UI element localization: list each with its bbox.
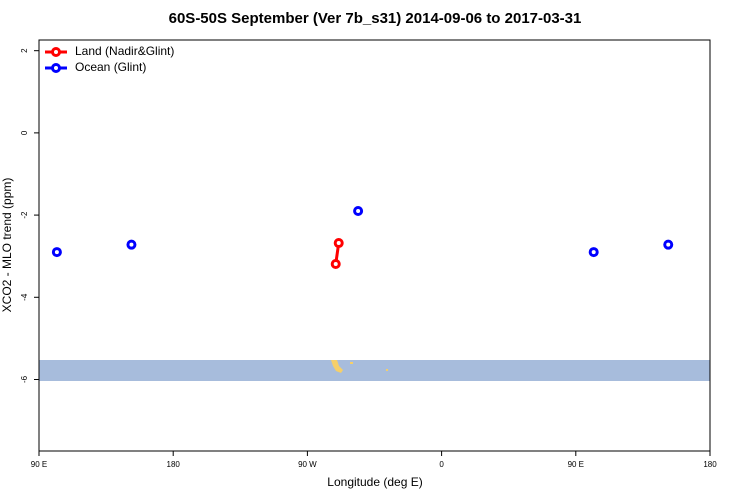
legend-label: Land (Nadir&Glint)	[75, 44, 174, 58]
data-point	[51, 247, 62, 258]
chart-title: 60S-50S September (Ver 7b_s31) 2014-09-0…	[169, 10, 582, 27]
map-strip	[39, 360, 710, 381]
x-tick-label: 90 W	[298, 460, 317, 469]
x-tick-label: 180	[703, 460, 717, 469]
data-point	[353, 205, 364, 216]
data-point	[126, 239, 137, 250]
x-tick-label: 90 E	[31, 460, 47, 469]
plot-frame	[38, 39, 711, 452]
y-axis-label: XCO2 - MLO trend (ppm)	[0, 178, 14, 313]
x-tick-label: 90 E	[568, 460, 584, 469]
x-axis-label: Longitude (deg E)	[327, 475, 422, 489]
land-shape	[350, 362, 353, 364]
y-tick-label: 2	[20, 48, 29, 53]
legend-marker	[51, 63, 61, 73]
x-tick-label: 0	[439, 460, 444, 469]
y-tick-label: -2	[20, 211, 29, 219]
data-point	[333, 238, 344, 249]
x-tick-label: 180	[167, 460, 181, 469]
land-shapes	[331, 360, 388, 373]
land-shape	[386, 369, 388, 371]
legend-label: Ocean (Glint)	[75, 60, 146, 74]
legend-marker	[51, 47, 61, 57]
y-tick-label: 0	[20, 130, 29, 135]
y-tick-label: -6	[20, 375, 29, 383]
data-point	[588, 247, 599, 258]
y-tick-label: -4	[20, 293, 29, 301]
data-point	[663, 239, 674, 250]
land-shape	[331, 360, 343, 373]
data-point	[330, 258, 341, 269]
